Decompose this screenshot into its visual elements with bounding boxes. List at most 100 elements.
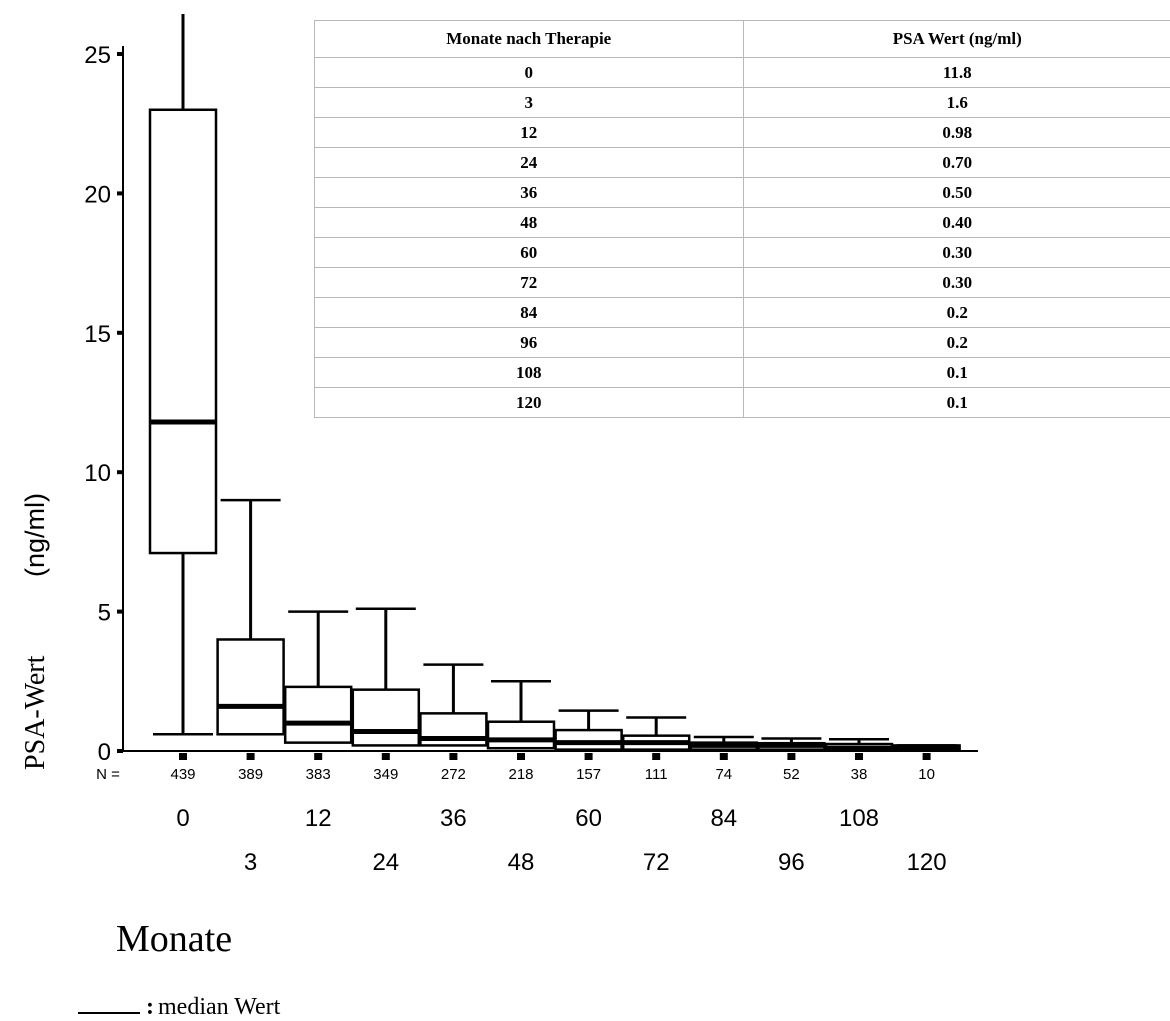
x-tick — [652, 753, 661, 760]
box-month-0 — [148, 14, 218, 760]
y-tick-label: 25 — [84, 42, 111, 69]
month-label: 12 — [305, 805, 332, 832]
x-axis-label: Monate — [116, 918, 232, 960]
box-month-108 — [824, 738, 894, 760]
n-label: 38 — [851, 766, 868, 783]
table-cell-psa: 0.30 — [742, 267, 1170, 298]
axis-labels: 0510152025439038933831234924272362184815… — [20, 42, 947, 960]
n-label: 52 — [783, 766, 800, 783]
table-cell-month: 84 — [314, 297, 744, 328]
table-cell-psa: 0.40 — [742, 207, 1170, 238]
table-cell-psa: 0.98 — [742, 117, 1170, 148]
table-cell-psa: 0.1 — [742, 387, 1170, 418]
iqr-box — [148, 108, 218, 555]
table-cell-month: 72 — [314, 267, 744, 298]
table-row: 120 0.1 — [314, 387, 1170, 418]
box-month-72 — [621, 716, 691, 760]
table-cell-psa: 0.1 — [742, 357, 1170, 388]
table-cell-month: 36 — [314, 177, 744, 208]
month-label: 96 — [778, 849, 805, 876]
n-label: 389 — [238, 766, 263, 783]
y-tick-label: 0 — [98, 739, 111, 766]
box-month-60 — [554, 709, 623, 760]
table-row: 48 0.40 — [314, 207, 1170, 238]
x-tick — [179, 753, 187, 760]
month-label: 36 — [440, 805, 467, 832]
table-cell-month: 24 — [314, 147, 744, 178]
table-cell-month: 108 — [314, 357, 744, 388]
x-tick — [922, 753, 931, 760]
n-prefix: N = — [96, 766, 120, 783]
table-cell-psa: 0.2 — [742, 297, 1170, 328]
table-cell-psa: 11.8 — [742, 57, 1170, 88]
x-tick — [314, 753, 323, 760]
month-label: 3 — [244, 849, 257, 876]
legend-text: median Wert — [158, 994, 281, 1020]
iqr-box — [351, 688, 421, 747]
n-label: 10 — [918, 766, 935, 783]
month-label: 24 — [372, 849, 399, 876]
box-month-36 — [419, 663, 488, 760]
x-tick — [855, 753, 863, 760]
boxes — [148, 14, 961, 760]
table-cell-month: 12 — [314, 117, 744, 148]
table-row: 84 0.2 — [314, 297, 1170, 328]
y-tick-label: 20 — [84, 181, 111, 208]
table-cell-psa: 0.30 — [742, 237, 1170, 268]
table-row: 96 0.2 — [314, 327, 1170, 358]
table-row: 3 1.6 — [314, 87, 1170, 118]
legend: : median Wert — [78, 992, 280, 1021]
box-month-96 — [757, 737, 826, 760]
n-label: 349 — [373, 766, 398, 783]
table-cell-month: 0 — [314, 57, 744, 88]
n-label: 439 — [170, 766, 195, 783]
box-month-48 — [486, 680, 556, 760]
box-month-12 — [283, 610, 353, 760]
box-month-3 — [216, 498, 285, 760]
table-row: 108 0.1 — [314, 357, 1170, 388]
table-header-psa: PSA Wert (ng/ml) — [742, 20, 1170, 58]
n-label: 111 — [645, 766, 668, 783]
table-cell-month: 60 — [314, 237, 744, 268]
n-label: 218 — [508, 766, 533, 783]
iqr-box — [486, 720, 556, 750]
table-cell-month: 3 — [314, 87, 744, 118]
x-tick — [584, 753, 593, 760]
y-axis-unit: (ng/ml) — [20, 493, 50, 577]
y-axis-label: PSA-Wert — [20, 655, 51, 770]
table-cell-month: 96 — [314, 327, 744, 358]
table-header-month: Monate nach Therapie — [314, 20, 744, 58]
table-row: 36 0.50 — [314, 177, 1170, 208]
table-cell-psa: 0.70 — [742, 147, 1170, 178]
y-tick-label: 15 — [84, 321, 111, 348]
month-label: 120 — [907, 849, 947, 876]
legend-colon: : — [146, 994, 154, 1020]
median-line-sample — [78, 992, 140, 1014]
iqr-box — [283, 685, 353, 744]
n-label: 74 — [715, 766, 732, 783]
x-tick — [719, 753, 728, 760]
table-row: 60 0.30 — [314, 237, 1170, 268]
table-cell-psa: 0.2 — [742, 327, 1170, 358]
table-cell-month: 48 — [314, 207, 744, 238]
x-tick — [449, 753, 458, 760]
y-tick-label: 5 — [98, 600, 111, 627]
month-label: 48 — [508, 849, 535, 876]
table-header-row: Monate nach Therapie PSA Wert (ng/ml) — [314, 20, 1170, 58]
box-month-24 — [351, 607, 421, 760]
table-cell-psa: 1.6 — [742, 87, 1170, 118]
month-label: 60 — [575, 805, 602, 832]
x-tick — [381, 753, 390, 760]
table-row: 0 11.8 — [314, 57, 1170, 88]
n-label: 272 — [441, 766, 466, 783]
iqr-box — [554, 728, 623, 751]
x-tick — [787, 753, 796, 760]
axes — [117, 46, 978, 753]
n-label: 383 — [306, 766, 331, 783]
box-month-84 — [689, 735, 759, 760]
n-label: 157 — [576, 766, 601, 783]
x-tick — [246, 753, 255, 760]
table-row: 72 0.30 — [314, 267, 1170, 298]
